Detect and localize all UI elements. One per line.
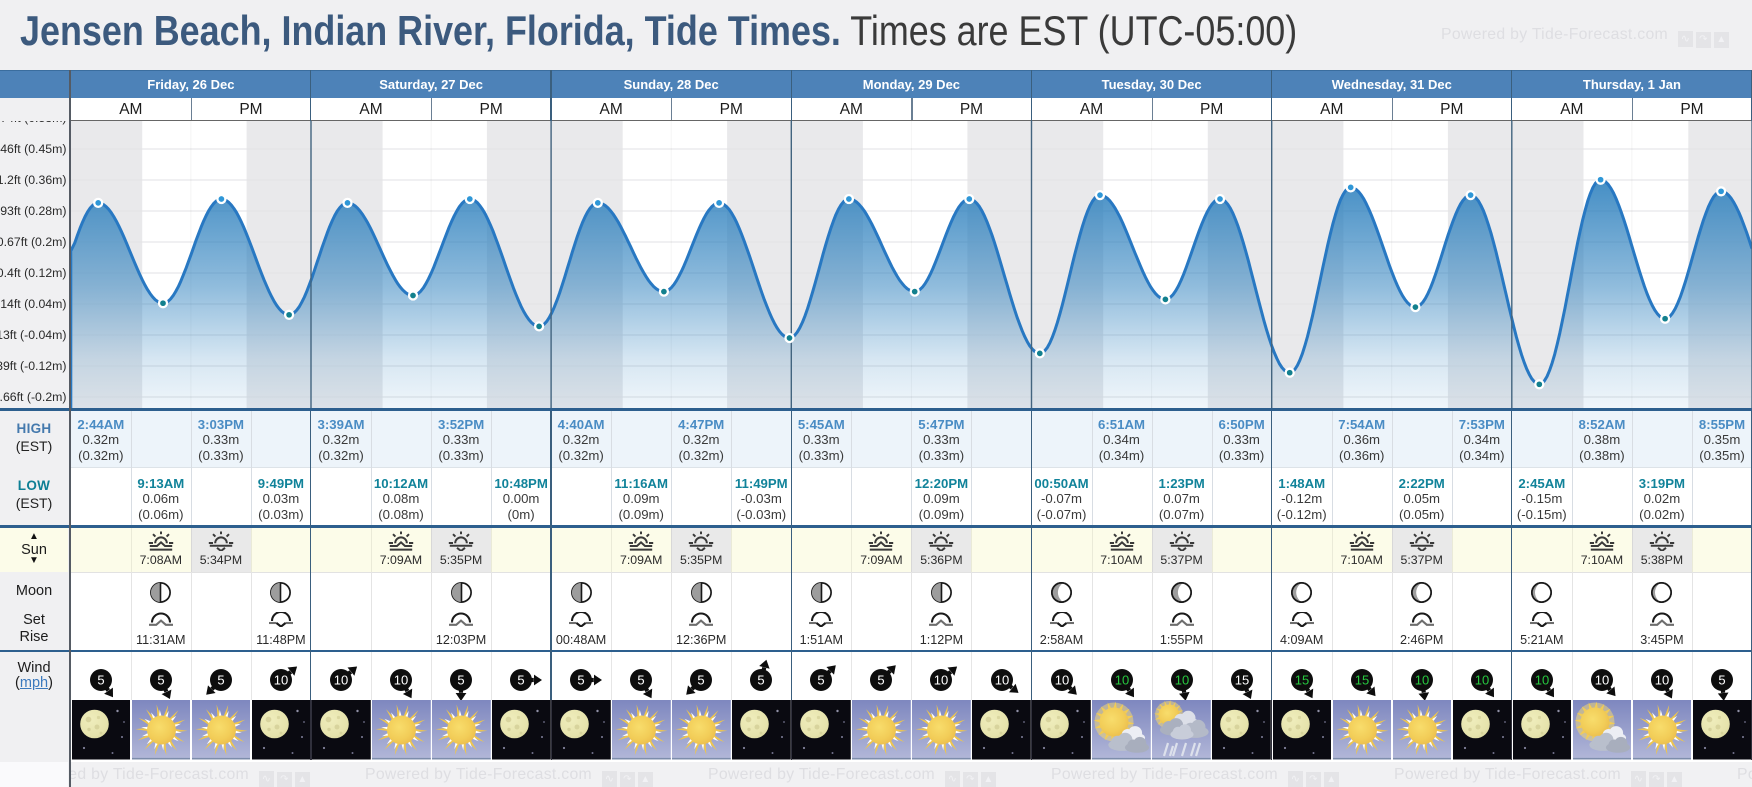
svg-text:5: 5 [818, 673, 825, 688]
svg-text:5: 5 [517, 673, 524, 688]
svg-text:10: 10 [934, 673, 948, 688]
svg-text:5: 5 [217, 673, 224, 688]
svg-text:10: 10 [1114, 673, 1128, 688]
svg-text:10: 10 [1655, 673, 1669, 688]
svg-text:5: 5 [758, 673, 765, 688]
svg-text:15: 15 [1354, 673, 1368, 688]
svg-text:10: 10 [274, 673, 288, 688]
svg-text:10: 10 [334, 673, 348, 688]
svg-text:10: 10 [1475, 673, 1489, 688]
svg-text:5: 5 [638, 673, 645, 688]
svg-text:10: 10 [1535, 673, 1549, 688]
svg-text:5: 5 [97, 673, 104, 688]
svg-text:10: 10 [1415, 673, 1429, 688]
svg-text:10: 10 [1174, 673, 1188, 688]
svg-text:5: 5 [157, 673, 164, 688]
svg-text:15: 15 [1294, 673, 1308, 688]
svg-text:5: 5 [457, 673, 464, 688]
svg-text:15: 15 [1234, 673, 1248, 688]
svg-text:5: 5 [1718, 673, 1725, 688]
svg-text:5: 5 [698, 673, 705, 688]
svg-text:5: 5 [878, 673, 885, 688]
svg-text:10: 10 [1595, 673, 1609, 688]
svg-text:10: 10 [394, 673, 408, 688]
svg-text:5: 5 [578, 673, 585, 688]
svg-text:10: 10 [1054, 673, 1068, 688]
svg-text:10: 10 [994, 673, 1008, 688]
